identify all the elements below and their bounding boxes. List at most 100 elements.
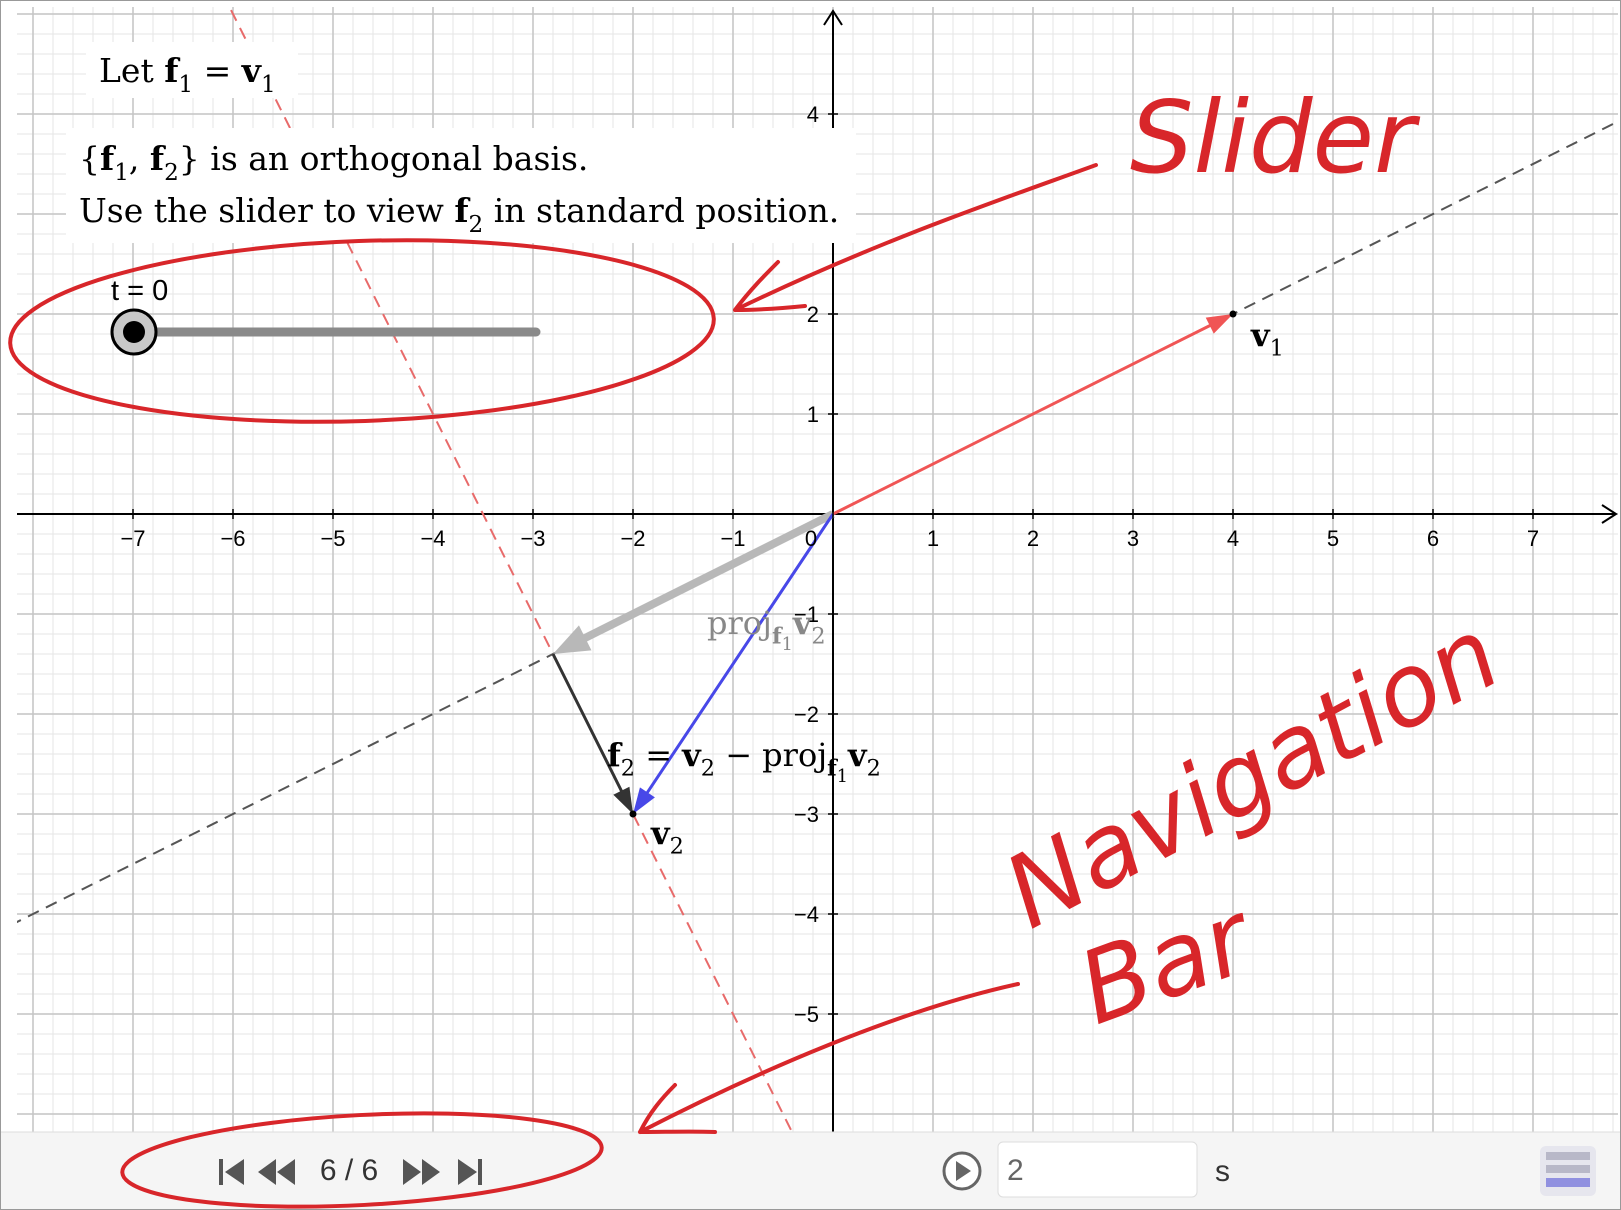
proj-label: projf1v2 — [707, 604, 826, 655]
slider-knob-center — [123, 321, 145, 343]
vector-head — [613, 786, 633, 814]
text-boxes: Let f1 = v1{f1, f2} is an orthogonal bas… — [79, 51, 839, 238]
math-part: 1 — [1270, 336, 1284, 362]
math-part: f — [100, 139, 116, 178]
y-tick-label: 1 — [807, 402, 819, 427]
math-part: 2 — [867, 756, 881, 782]
math-part: f — [454, 191, 470, 230]
slider-label: t = 0 — [111, 275, 168, 307]
y-tick-label: −2 — [794, 702, 819, 727]
x-tick-label: −5 — [320, 526, 345, 551]
nav-prev[interactable] — [258, 1159, 295, 1185]
vector-shaft — [832, 323, 1213, 516]
x-axis-arrow — [1601, 504, 1618, 524]
speed-input[interactable] — [997, 1141, 1198, 1198]
math-part: − proj — [715, 736, 827, 774]
point — [1229, 310, 1237, 318]
point-label: v1 — [1250, 316, 1284, 362]
math-part: Let — [99, 51, 164, 90]
x-tick-label: 2 — [1027, 526, 1039, 551]
y-tick-label: 2 — [807, 302, 819, 327]
x-tick-label: −6 — [220, 526, 245, 551]
nav-arrow — [638, 982, 1020, 1134]
slider-arrow — [733, 163, 1098, 312]
vector-shaft — [581, 510, 835, 643]
vector-shaft — [551, 653, 624, 794]
math-part: 2 — [621, 756, 635, 782]
y-tick-label: −5 — [794, 1002, 819, 1027]
y-tick-label: −3 — [794, 802, 819, 827]
y-tick-label: 4 — [807, 102, 819, 127]
math-part: v — [241, 51, 262, 90]
labels: −7 −6 −5 −4 −3 −2 −1 0 1 2 3 4 5 6 7−5−4−3−2−1124v1v2p… — [120, 102, 1539, 1027]
math-part: f — [150, 139, 166, 178]
math-part: = — [193, 51, 242, 90]
math-part: v — [792, 604, 813, 642]
nav-first[interactable] — [219, 1159, 244, 1185]
point-label: v2 — [650, 814, 684, 860]
vector-head — [553, 625, 592, 654]
x-tick-label: 4 — [1227, 526, 1239, 551]
x-tick-label: 6 — [1427, 526, 1439, 551]
math-part: 2 — [469, 212, 484, 238]
x-tick-label: −2 — [620, 526, 645, 551]
math-part: v — [650, 814, 671, 852]
algebra-icon[interactable] — [1540, 1146, 1596, 1196]
nav-next[interactable] — [403, 1159, 440, 1185]
math-part: f — [772, 624, 783, 650]
vector-head — [633, 787, 655, 814]
note-line: {f1, f2} is an orthogonal basis. — [79, 139, 588, 186]
math-part: 2 — [701, 756, 715, 782]
nav-circle — [120, 1111, 604, 1209]
slider-circle — [8, 238, 716, 424]
speed-unit: s — [1215, 1155, 1230, 1188]
note-line: Use the slider to view f2 in standard po… — [79, 191, 839, 238]
math-part: , — [129, 139, 150, 178]
x-tick-label: −7 — [120, 526, 145, 551]
y-tick-label: −4 — [794, 902, 819, 927]
x-tick-label: 1 — [927, 526, 939, 551]
intro-text: Let f1 = v1 — [99, 51, 276, 98]
math-part: in standard position. — [483, 191, 839, 230]
math-part: 2 — [670, 834, 684, 860]
annotation-slider: Slider — [1130, 79, 1421, 196]
math-part: 1 — [261, 72, 276, 98]
f2-label: f2 = v2 − projf1v2 — [607, 736, 881, 787]
x-tick-label: 0 — [805, 526, 817, 551]
math-part: proj — [707, 604, 772, 642]
y-axis-arrow — [823, 9, 843, 26]
vector-shaft — [645, 513, 835, 795]
math-part: = — [635, 736, 682, 774]
math-part: f — [164, 51, 180, 90]
math-part: } is an orthogonal basis. — [179, 139, 589, 178]
intro-box — [86, 42, 298, 98]
point — [629, 810, 637, 818]
math-part: { — [79, 139, 100, 178]
speed-value: 2 — [1007, 1154, 1024, 1187]
vector-head — [1205, 314, 1233, 334]
math-part: Use the slider to view — [79, 191, 454, 230]
math-part: 2 — [811, 624, 825, 650]
x-tick-label: −3 — [520, 526, 545, 551]
nav-last[interactable] — [458, 1159, 482, 1185]
x-tick-label: 7 — [1527, 526, 1539, 551]
math-part: v — [847, 736, 868, 774]
math-part: f — [607, 736, 623, 774]
math-part: v — [1250, 316, 1271, 354]
x-tick-label: −4 — [420, 526, 445, 551]
x-tick-label: −1 — [720, 526, 745, 551]
math-part: 2 — [164, 160, 179, 186]
math-part: f — [827, 756, 838, 782]
y-tick-label: −1 — [794, 602, 819, 627]
note-box — [66, 128, 856, 243]
math-part: 1 — [178, 72, 193, 98]
math-part: 1 — [782, 635, 793, 655]
math-part: 1 — [114, 160, 129, 186]
nav-page: 6 / 6 — [320, 1154, 378, 1187]
math-part: v — [681, 736, 702, 774]
play-button[interactable] — [942, 1151, 982, 1191]
x-tick-label: 3 — [1127, 526, 1139, 551]
math-part: 1 — [837, 767, 848, 787]
